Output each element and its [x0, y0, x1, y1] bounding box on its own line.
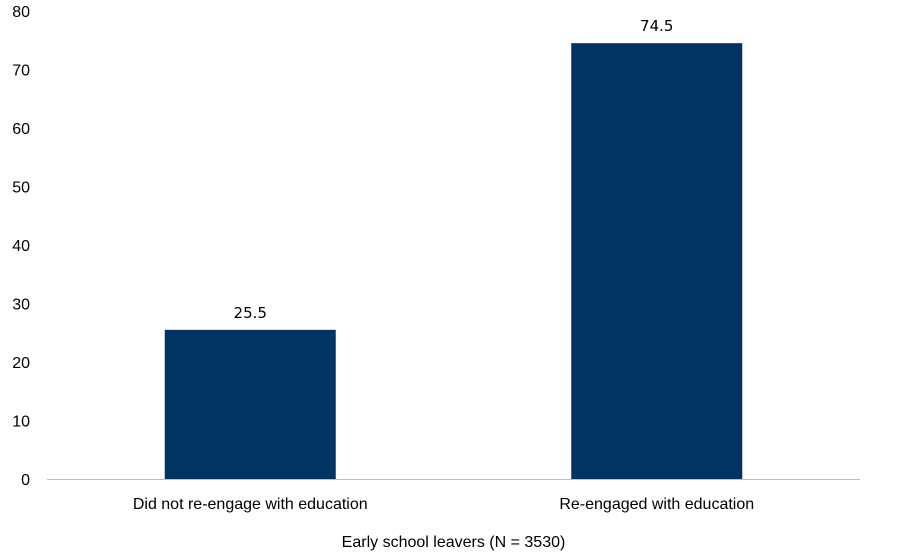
x-tick-label: Did not re-engage with education	[133, 496, 368, 513]
y-tick-label: 20	[12, 355, 30, 372]
y-axis-ticks: 0 10 20 30 40 50 60 70 80	[12, 4, 30, 489]
y-tick-label: 50	[12, 180, 30, 197]
y-tick-label: 10	[12, 414, 30, 431]
data-label: 74.5	[640, 17, 673, 35]
y-tick-label: 40	[12, 238, 30, 255]
y-tick-label: 70	[12, 63, 30, 80]
y-tick-label: 0	[21, 472, 30, 489]
y-tick-label: 30	[12, 297, 30, 314]
data-label: 25.5	[234, 304, 267, 322]
bars	[164, 43, 743, 480]
y-tick-label: 60	[12, 121, 30, 138]
x-axis-title: Early school leavers (N = 3530)	[342, 534, 566, 551]
bar	[571, 43, 743, 480]
x-tick-label: Re-engaged with education	[559, 496, 754, 513]
data-labels: 25.5 74.5	[234, 17, 674, 322]
bar	[164, 329, 336, 479]
y-tick-label: 80	[12, 4, 30, 21]
category-labels: Did not re-engage with education Re-engag…	[133, 496, 754, 513]
